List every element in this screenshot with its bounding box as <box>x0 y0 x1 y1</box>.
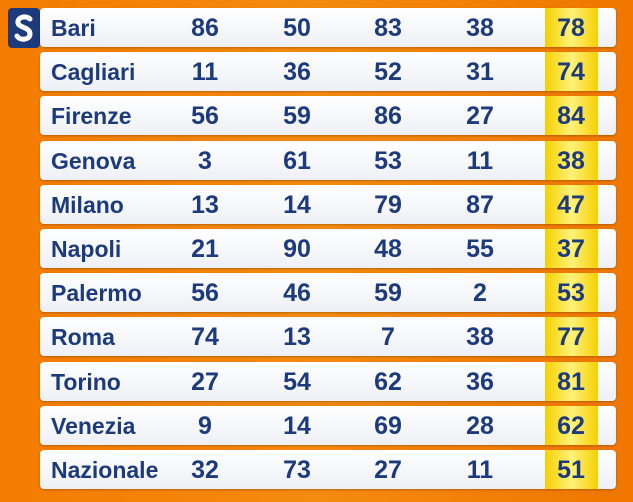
highlight-cell <box>545 8 598 47</box>
drawn-number: 27 <box>374 456 402 484</box>
drawn-number: 38 <box>557 146 585 175</box>
drawn-number: 11 <box>191 58 219 87</box>
city-name: Firenze <box>51 103 132 130</box>
drawn-number: 59 <box>374 279 402 308</box>
drawn-number: 56 <box>191 279 219 308</box>
drawn-number: 69 <box>374 411 402 440</box>
drawn-number: 61 <box>283 146 311 175</box>
drawn-number: 46 <box>283 279 311 308</box>
city-name: Roma <box>51 324 115 351</box>
result-row: Firenze 56 59 86 27 84 <box>40 96 616 136</box>
drawn-number: 79 <box>374 190 402 219</box>
logo <box>8 8 40 48</box>
drawn-number: 83 <box>374 14 402 42</box>
drawn-number: 51 <box>557 456 585 484</box>
highlight-cell <box>545 317 598 357</box>
highlight-cell <box>545 405 598 445</box>
city-name: Nazionale <box>51 457 159 483</box>
city-name: Venezia <box>51 412 136 439</box>
drawn-number: 32 <box>191 456 219 484</box>
drawn-number: 52 <box>374 58 402 87</box>
drawn-number: 36 <box>283 58 311 87</box>
drawn-number: 27 <box>191 367 219 396</box>
city-name: Cagliari <box>51 59 136 86</box>
drawn-number: 13 <box>283 323 311 352</box>
result-row: Torino 27 54 62 36 81 <box>40 361 616 401</box>
drawn-number: 62 <box>557 411 585 440</box>
drawn-number: 73 <box>283 456 311 484</box>
drawn-number: 84 <box>557 102 585 131</box>
drawn-number: 9 <box>198 411 212 440</box>
result-row: Milano 13 14 79 87 47 <box>40 184 616 224</box>
city-name: Genova <box>51 147 136 174</box>
drawn-number: 11 <box>466 456 494 484</box>
city-name: Bari <box>51 15 96 41</box>
drawn-number: 3 <box>198 146 212 175</box>
drawn-number: 13 <box>191 190 219 219</box>
drawn-number: 62 <box>374 367 402 396</box>
drawn-number: 53 <box>557 279 585 308</box>
city-name: Torino <box>51 368 121 395</box>
drawn-number: 87 <box>466 190 494 219</box>
result-row: Venezia 9 14 69 28 62 <box>40 405 616 445</box>
drawn-number: 14 <box>283 411 311 440</box>
drawn-number: 77 <box>557 323 585 352</box>
drawn-number: 55 <box>466 235 494 263</box>
drawn-number: 31 <box>466 58 494 87</box>
drawn-number: 53 <box>374 146 402 175</box>
drawn-number: 28 <box>466 411 494 440</box>
result-row: Roma 74 13 7 38 77 <box>40 317 616 357</box>
drawn-number: 54 <box>283 367 311 396</box>
drawn-number: 27 <box>466 102 494 131</box>
drawn-number: 81 <box>557 367 585 396</box>
highlight-cell <box>545 450 598 489</box>
drawn-number: 36 <box>466 367 494 396</box>
highlight-cell <box>545 361 598 401</box>
result-row: Napoli 21 90 48 55 37 <box>40 229 616 268</box>
highlight-cell <box>545 96 598 136</box>
drawn-number: 86 <box>374 102 402 131</box>
drawn-number: 38 <box>466 323 494 352</box>
city-name: Napoli <box>51 236 122 262</box>
drawn-number: 38 <box>466 14 494 42</box>
highlight-cell <box>545 184 598 224</box>
drawn-number: 90 <box>283 235 311 263</box>
drawn-number: 14 <box>283 190 311 219</box>
drawn-number: 47 <box>557 190 585 219</box>
drawn-number: 74 <box>191 323 219 352</box>
result-row: Cagliari 11 36 52 31 74 <box>40 52 616 92</box>
highlight-cell <box>545 229 598 268</box>
drawn-number: 50 <box>283 14 311 42</box>
city-name: Milano <box>51 191 124 218</box>
drawn-number: 86 <box>191 14 219 42</box>
drawn-number: 21 <box>191 235 219 263</box>
result-row: Genova 3 61 53 11 38 <box>40 140 616 180</box>
drawn-number: 37 <box>557 235 585 263</box>
highlight-cell <box>545 140 598 180</box>
highlight-cell <box>545 273 598 313</box>
drawn-number: 48 <box>374 235 402 263</box>
drawn-number: 2 <box>473 279 487 308</box>
drawn-number: 7 <box>381 323 395 352</box>
highlight-cell <box>545 52 598 92</box>
result-row: Nazionale 32 73 27 11 51 <box>40 450 616 489</box>
city-name: Palermo <box>51 280 142 307</box>
result-row: Bari 86 50 83 38 78 <box>40 8 616 47</box>
drawn-number: 56 <box>191 102 219 131</box>
result-row: Palermo 56 46 59 2 53 <box>40 273 616 313</box>
drawn-number: 78 <box>557 14 585 42</box>
drawn-number: 11 <box>466 146 494 175</box>
drawn-number: 74 <box>557 58 585 87</box>
drawn-number: 59 <box>283 102 311 131</box>
